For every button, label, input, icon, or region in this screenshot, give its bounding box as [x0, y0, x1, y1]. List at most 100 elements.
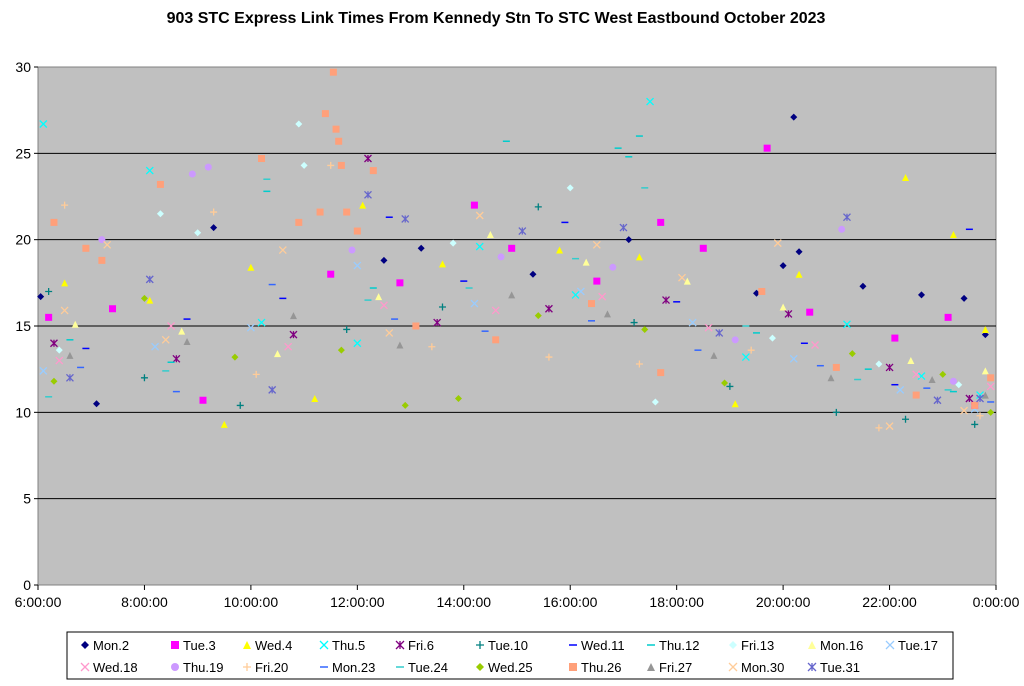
data-point [140, 374, 148, 382]
data-point [758, 287, 766, 295]
series-fri-20 [61, 161, 984, 432]
x-tick-label: 20:00:00 [756, 594, 811, 610]
data-point [98, 256, 106, 264]
data-point [625, 236, 633, 244]
data-point [475, 211, 484, 220]
data-point [912, 370, 921, 379]
data-point [518, 227, 527, 235]
y-tick-label: 25 [15, 145, 31, 161]
legend-marker [476, 663, 484, 671]
data-point [917, 291, 925, 299]
data-point [646, 97, 655, 106]
data-point [534, 203, 542, 211]
legend-marker [647, 663, 655, 671]
data-point [311, 395, 319, 403]
legend-label: Tue.31 [820, 660, 860, 675]
y-tick-label: 15 [15, 318, 31, 334]
legend-label: Thu.12 [659, 638, 699, 653]
legend-item: Fri.27 [647, 660, 692, 675]
data-point [204, 163, 212, 171]
legend-item: Fri.20 [243, 660, 288, 675]
data-point [971, 401, 979, 409]
data-point [688, 318, 697, 327]
data-point [971, 420, 979, 428]
data-point [630, 319, 638, 327]
data-point [454, 395, 462, 403]
data-point [928, 376, 936, 384]
data-point [316, 208, 324, 216]
data-point [944, 313, 952, 321]
data-point [678, 273, 686, 282]
data-point [364, 154, 372, 163]
data-point [960, 294, 968, 302]
data-point [258, 155, 266, 163]
data-point [39, 366, 48, 375]
data-point [379, 301, 388, 310]
data-point [832, 408, 840, 416]
series-mon-30 [60, 211, 969, 431]
data-point [337, 161, 345, 169]
data-point [545, 353, 553, 361]
data-point [657, 218, 665, 226]
data-point [220, 420, 228, 428]
data-point [60, 306, 69, 315]
data-point [715, 328, 724, 337]
legend-item: Tue.17 [885, 638, 938, 653]
data-point [45, 287, 53, 295]
legend-item: Thu.19 [171, 660, 223, 675]
data-point [741, 353, 750, 362]
data-point [161, 335, 170, 344]
data-point [885, 422, 894, 431]
series-mon-2 [37, 113, 989, 408]
data-point [773, 239, 782, 248]
data-point [848, 350, 856, 358]
series-fri-6 [50, 154, 974, 403]
data-point [353, 261, 362, 270]
legend-marker [319, 640, 329, 650]
data-point [343, 208, 351, 216]
data-point [731, 336, 739, 344]
series-wed-4 [61, 174, 989, 428]
data-point [593, 277, 601, 285]
legend-label: Wed.4 [255, 638, 292, 653]
data-point [875, 360, 883, 368]
data-point [981, 325, 989, 333]
data-point [45, 313, 53, 321]
legend-item: Thu.12 [647, 638, 699, 653]
data-point [327, 270, 335, 278]
data-point [332, 125, 340, 133]
data-point [109, 305, 117, 313]
legend-marker [243, 663, 251, 671]
series-mon-23 [77, 283, 995, 403]
legend-marker [476, 641, 484, 649]
legend-item: Wed.18 [80, 660, 138, 675]
data-point [619, 223, 628, 232]
data-point [50, 377, 58, 385]
data-point [976, 412, 984, 420]
data-point [556, 246, 564, 254]
data-point [986, 382, 995, 391]
data-point [375, 293, 383, 301]
data-point [492, 336, 500, 344]
data-point [183, 338, 191, 346]
data-point [827, 374, 835, 382]
data-point [939, 370, 947, 378]
legend-marker [395, 640, 405, 650]
x-tick-label: 12:00:00 [330, 594, 385, 610]
data-point [289, 312, 297, 320]
legend-label: Fri.20 [255, 660, 288, 675]
legend-item: Wed.11 [569, 638, 625, 653]
legend-label: Thu.19 [183, 660, 223, 675]
data-point [683, 277, 691, 285]
legend-item: Thu.26 [569, 660, 621, 675]
data-point [891, 334, 899, 342]
data-point [401, 401, 409, 409]
legend-label: Mon.23 [332, 660, 375, 675]
data-point [50, 339, 58, 348]
legend-marker [81, 641, 89, 649]
legend-label: Tue.10 [488, 638, 528, 653]
legend-marker [569, 663, 577, 671]
legend-label: Tue.3 [183, 638, 216, 653]
data-point [662, 296, 670, 305]
x-axis: 6:00:00 8:00:00 10:00:00 12:00:00 14:00:00 16… [15, 585, 1020, 610]
